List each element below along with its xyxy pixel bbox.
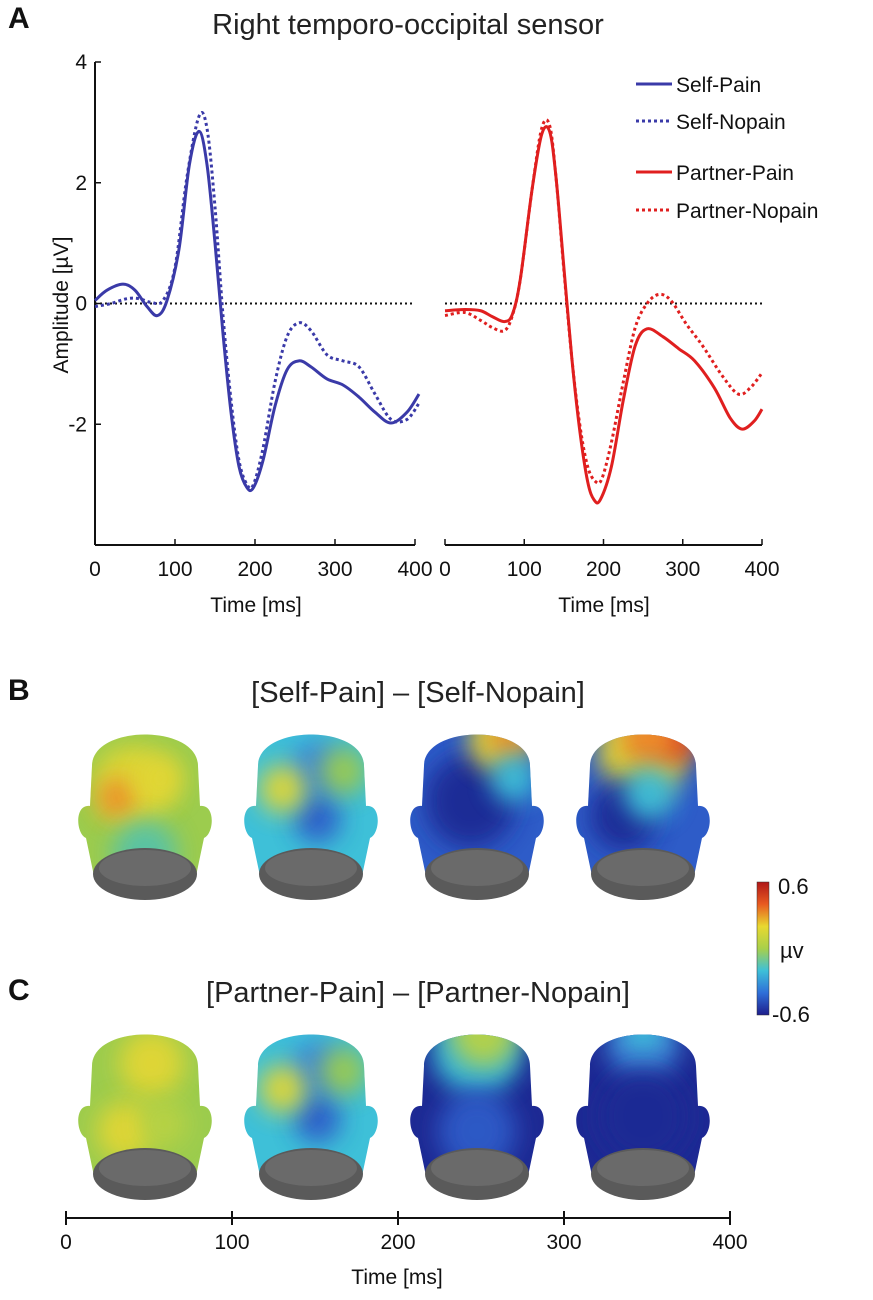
bottom-tick-label: 200: [380, 1231, 415, 1254]
panel-c-topomaps: [78, 1034, 710, 1200]
topomap-blob: [597, 1068, 689, 1164]
colorbar-min-label: -0.6: [772, 1002, 810, 1027]
x-axis-label-right: Time [ms]: [558, 594, 649, 617]
y-tick-label: 4: [75, 51, 87, 74]
bottom-tick-label: 300: [546, 1231, 581, 1254]
x-tick-label: 100: [507, 558, 542, 581]
legend-partner-nopain: Partner-Nopain: [676, 200, 818, 223]
topomap-blob: [320, 746, 367, 796]
colorbar-bar: [756, 881, 770, 1016]
legend: Self-Pain Self-Nopain Partner-Pain Partn…: [636, 74, 818, 223]
panel-a-plot: 4 2 0 -2 0 100 200 300 400 0 100 200 300 400: [68, 51, 779, 581]
x-tick-label: 0: [89, 558, 101, 581]
head-neck-highlight: [431, 850, 523, 886]
legend-self-pain: Self-Pain: [676, 74, 761, 97]
x-tick-label: 200: [586, 558, 621, 581]
topomap-blob: [490, 734, 529, 762]
topomap-blob: [623, 1034, 663, 1051]
x-tick-label: 300: [665, 558, 700, 581]
panel-b-title: [Self-Pain] – [Self-Nopain]: [251, 677, 585, 709]
topomap-blob: [119, 1034, 184, 1098]
x-tick-label: 200: [237, 558, 272, 581]
topomap-head-150ms: [244, 1034, 378, 1176]
topomap-blob: [623, 766, 676, 821]
bottom-time-axis: 0 100 200 300 400: [60, 1211, 748, 1254]
panel-b-topomaps: [78, 734, 710, 900]
series-self-nopain: [94, 111, 421, 490]
panel-letter-a: A: [8, 2, 30, 35]
head-neck-highlight: [265, 1150, 357, 1186]
colorbar-unit-label: µv: [780, 938, 804, 963]
topomap-blob: [490, 754, 537, 803]
head-neck-highlight: [597, 1150, 689, 1186]
head-neck-highlight: [99, 850, 191, 886]
x-tick-label: 0: [439, 558, 451, 581]
topomap-blob: [294, 794, 341, 844]
y-tick-label: -2: [68, 413, 87, 436]
y-tick-label: 0: [75, 293, 87, 316]
topomap-blob: [137, 754, 185, 803]
x-tick-label: 300: [317, 558, 352, 581]
topomap-blob: [141, 1099, 188, 1148]
topomap-blob: [320, 1046, 367, 1096]
head-neck-highlight: [597, 850, 689, 886]
topomap-head-50ms: [78, 734, 212, 876]
panel-a-title: Right temporo-occipital sensor: [212, 9, 604, 41]
series-self-pain: [93, 129, 421, 493]
y-axis-label: Amplitude [µV]: [50, 237, 73, 374]
head-neck-highlight: [431, 1150, 523, 1186]
head-neck-highlight: [99, 1150, 191, 1186]
colorbar-max-label: 0.6: [778, 874, 809, 899]
head-neck-highlight: [265, 850, 357, 886]
x-axis-label-left: Time [ms]: [210, 594, 301, 617]
legend-partner-pain: Partner-Pain: [676, 162, 794, 185]
topomap-blob: [620, 734, 679, 768]
bottom-tick-label: 400: [712, 1231, 747, 1254]
bottom-tick-label: 100: [214, 1231, 249, 1254]
legend-self-nopain: Self-Nopain: [676, 111, 786, 134]
bottom-tick-label: 0: [60, 1231, 72, 1254]
series-partner-nopain: [444, 118, 764, 485]
panel-letter-b: B: [8, 674, 30, 707]
colorbar: 0.6 µv -0.6: [756, 874, 810, 1027]
topomap-blob: [259, 764, 306, 814]
x-tick-label: 100: [157, 558, 192, 581]
bottom-axis-label: Time [ms]: [351, 1266, 442, 1289]
topomap-blob: [98, 779, 135, 817]
y-tick-label: 2: [75, 172, 87, 195]
x-tick-label: 400: [744, 558, 779, 581]
x-tick-label: 400: [397, 558, 432, 581]
topomap-blob: [259, 1064, 306, 1114]
panel-letter-c: C: [8, 974, 30, 1007]
topomap-blob: [96, 1101, 155, 1161]
topomap-blob: [451, 1034, 516, 1068]
panel-c-title: [Partner-Pain] – [Partner-Nopain]: [206, 977, 630, 1009]
topomap-blob: [294, 1094, 341, 1144]
